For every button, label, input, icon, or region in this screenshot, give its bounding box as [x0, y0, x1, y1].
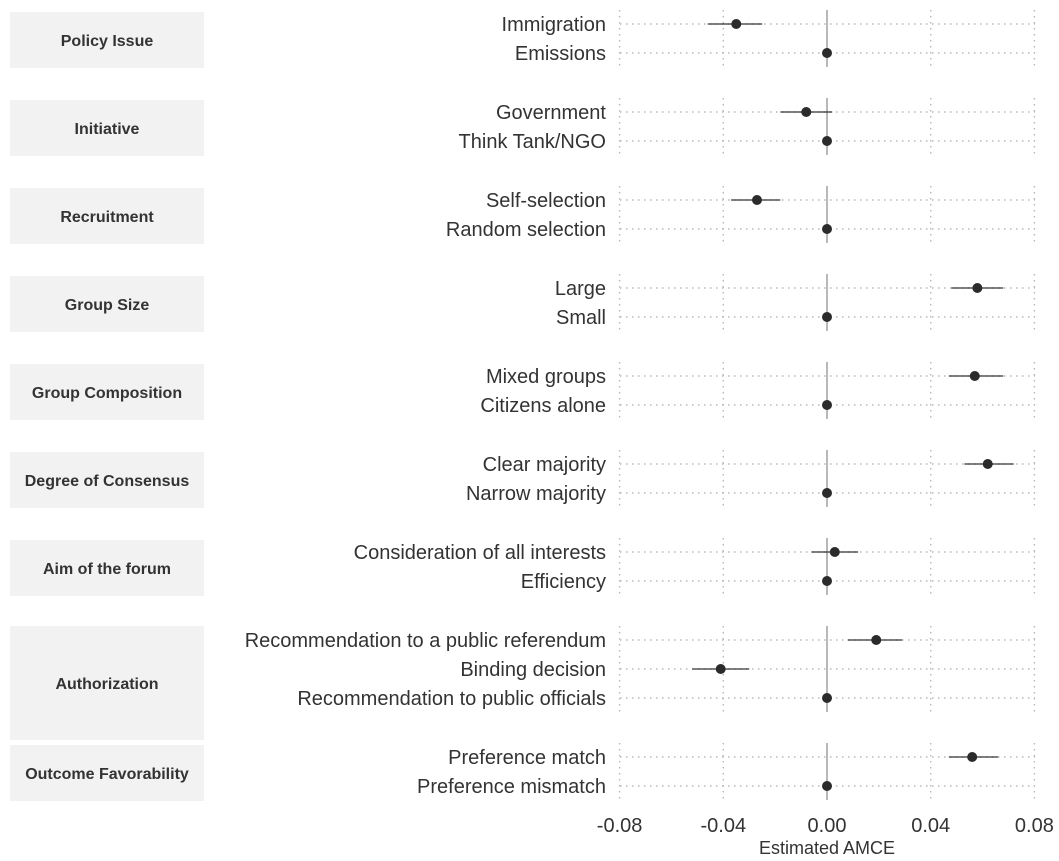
category-label-random-selection: Random selection: [446, 219, 606, 241]
panel-authorization: Recommendation to a public referendum Bin…: [245, 626, 1035, 712]
x-tick-label-3: 0.04: [911, 815, 950, 837]
point-large: [972, 283, 983, 293]
category-label-emissions: Emissions: [515, 43, 606, 65]
facet-strip-policy-issue: [10, 12, 204, 68]
x-tick-label-2: 0.00: [808, 815, 847, 837]
category-label-citizens-alone: Citizens alone: [480, 395, 606, 417]
panel-group-composition: Mixed groups Citizens alone: [480, 362, 1035, 419]
point-citizens-alone: [822, 400, 832, 410]
facet-strip-outcome-favorability: [10, 745, 204, 801]
facet-strip-aim-of-the-forum: [10, 540, 204, 596]
facet-strip-initiative: [10, 100, 204, 156]
x-tick-label-1: -0.04: [701, 815, 747, 837]
point-recommendation-to-a-public-referendum: [871, 635, 882, 645]
category-label-small: Small: [556, 307, 606, 329]
facet-label-initiative: Initiative: [75, 121, 140, 138]
facet-label-policy-issue: Policy Issue: [61, 33, 154, 50]
category-label-recommendation-to-public-officials: Recommendation to public officials: [297, 688, 606, 710]
facet-strip-authorization: [10, 626, 204, 740]
facet-label-aim-of-the-forum: Aim of the forum: [43, 561, 171, 578]
point-binding-decision: [715, 664, 726, 674]
category-label-large: Large: [555, 278, 606, 300]
category-label-mixed-groups: Mixed groups: [486, 366, 606, 388]
panel-initiative: Government Think Tank/NGO: [459, 98, 1035, 155]
facet-strip-recruitment: [10, 188, 204, 244]
point-emissions: [822, 48, 832, 58]
facet-strip-degree-of-consensus: [10, 452, 204, 508]
panel-aim-of-the-forum: Consideration of all interests Efficiency: [354, 538, 1035, 595]
point-narrow-majority: [822, 488, 832, 498]
x-tick-label-4: 0.08: [1015, 815, 1054, 837]
point-small: [822, 312, 832, 322]
panels: Immigration Emissions Government Think Tank…: [245, 10, 1035, 800]
panel-recruitment: Self-selection Random selection: [446, 186, 1035, 243]
category-label-clear-majority: Clear majority: [483, 454, 606, 476]
category-label-think-tank-ngo: Think Tank/NGO: [459, 131, 606, 153]
category-label-consideration-of-all-interests: Consideration of all interests: [354, 542, 606, 564]
point-government: [801, 107, 812, 117]
x-axis: -0.08 -0.04 0.00 0.04 0.08: [597, 815, 1054, 837]
facet-label-degree-of-consensus: Degree of Consensus: [25, 473, 190, 490]
facet-label-group-size: Group Size: [65, 297, 150, 314]
point-preference-match: [967, 752, 978, 762]
category-label-recommendation-to-a-public-referendum: Recommendation to a public referendum: [245, 630, 606, 652]
category-label-preference-mismatch: Preference mismatch: [417, 776, 606, 798]
point-think-tank-ngo: [822, 136, 832, 146]
category-label-self-selection: Self-selection: [486, 190, 606, 212]
category-label-government: Government: [496, 102, 606, 124]
facet-label-outcome-favorability: Outcome Favorability: [25, 766, 189, 783]
facet-strips: Policy Issue Initiative Recruitment Group S…: [10, 12, 204, 801]
panel-outcome-favorability: Preference match Preference mismatch: [417, 743, 1035, 800]
point-preference-mismatch: [822, 781, 832, 791]
point-efficiency: [822, 576, 832, 586]
category-label-immigration: Immigration: [502, 14, 606, 36]
point-self-selection: [752, 195, 763, 205]
facet-strip-group-composition: [10, 364, 204, 420]
panel-policy-issue: Immigration Emissions: [502, 10, 1035, 67]
x-axis-title: Estimated AMCE: [759, 838, 895, 858]
panel-degree-of-consensus: Clear majority Narrow majority: [466, 450, 1035, 507]
category-label-binding-decision: Binding decision: [460, 659, 606, 681]
point-immigration: [731, 19, 742, 29]
point-consideration-of-all-interests: [829, 547, 840, 557]
facet-label-group-composition: Group Composition: [32, 385, 182, 402]
category-label-preference-match: Preference match: [448, 747, 606, 769]
point-random-selection: [822, 224, 832, 234]
x-tick-label-0: -0.08: [597, 815, 643, 837]
point-clear-majority: [982, 459, 993, 469]
point-recommendation-to-public-officials: [822, 693, 832, 703]
category-label-efficiency: Efficiency: [521, 571, 606, 593]
panel-group-size: Large Small: [555, 274, 1035, 331]
facet-label-authorization: Authorization: [55, 676, 158, 693]
category-label-narrow-majority: Narrow majority: [466, 483, 606, 505]
facet-strip-group-size: [10, 276, 204, 332]
point-mixed-groups: [969, 371, 980, 381]
facet-label-recruitment: Recruitment: [60, 209, 154, 226]
